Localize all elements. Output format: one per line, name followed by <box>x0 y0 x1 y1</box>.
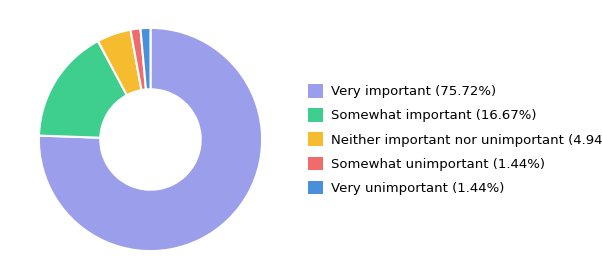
Wedge shape <box>98 30 141 95</box>
Wedge shape <box>131 28 146 90</box>
Wedge shape <box>140 28 150 90</box>
Legend: Very important (75.72%), Somewhat important (16.67%), Neither important nor unim: Very important (75.72%), Somewhat import… <box>308 84 602 195</box>
Wedge shape <box>39 41 127 138</box>
Wedge shape <box>39 28 262 251</box>
